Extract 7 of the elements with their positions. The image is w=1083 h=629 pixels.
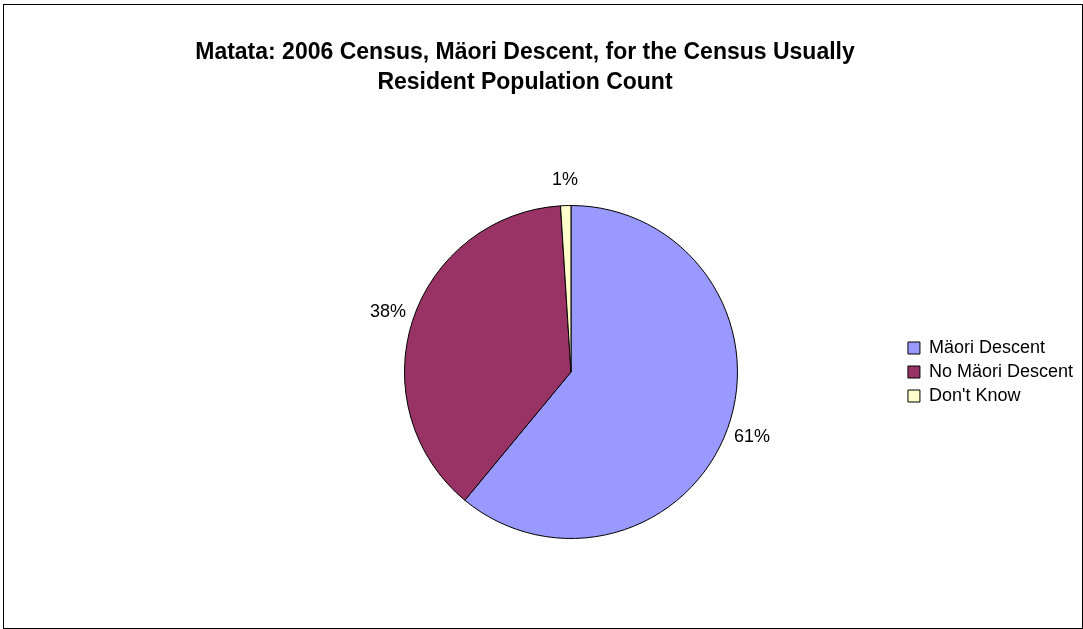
legend-label: No Mäori Descent — [928, 360, 1074, 381]
data-label: 1% — [551, 168, 578, 189]
data-label: 38% — [369, 301, 406, 322]
legend-label: Mäori Descent — [928, 336, 1045, 357]
data-label: 61% — [734, 426, 771, 447]
chart-title: Matata: 2006 Census, Mäori Descent, for the Census Usually Resident Population Count — [194, 37, 856, 96]
legend-label: Don't Know — [928, 384, 1022, 405]
